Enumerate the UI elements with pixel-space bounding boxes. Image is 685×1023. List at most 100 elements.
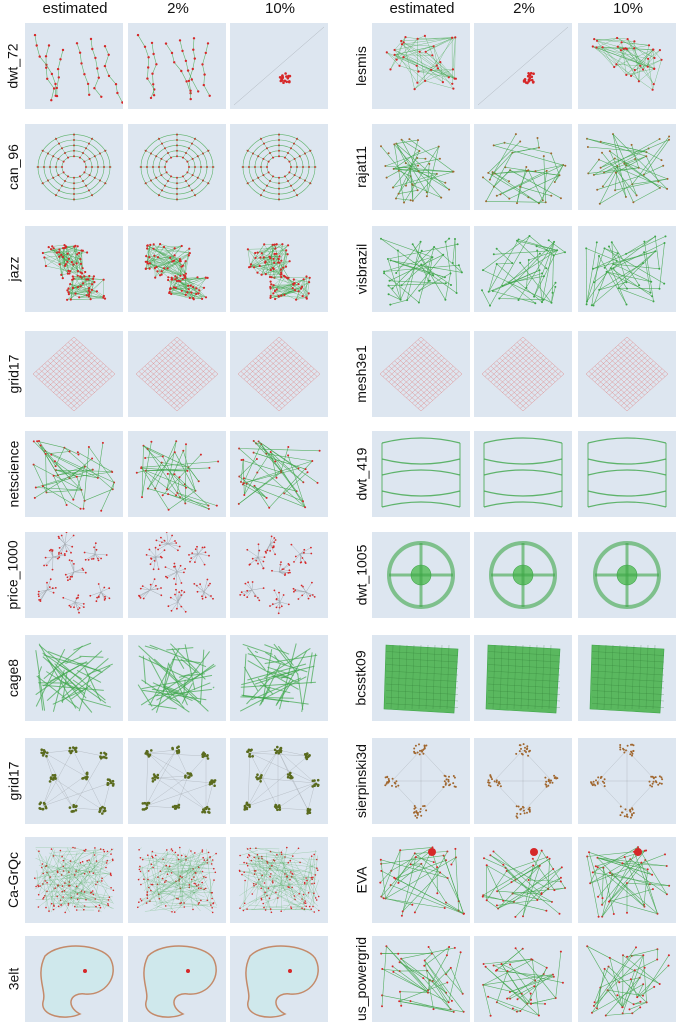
left-panel-9-2pct [128, 837, 226, 923]
graph-layout-plot [246, 243, 311, 301]
graph-name: netscience [5, 440, 21, 508]
right-panel-10-estimated [372, 936, 470, 1022]
left-col-header-2pct: 2% [167, 0, 189, 17]
graph-layout-plot [585, 235, 667, 307]
graph-name: 3elt [4, 967, 21, 991]
right-panel-2-estimated [372, 124, 470, 210]
graph-name: mesh3e1 [353, 345, 369, 403]
graph-layout-plot [37, 532, 111, 614]
graph-layout-plot [380, 945, 465, 1013]
graph-layout-plot [32, 440, 116, 512]
graph-name: bcsstk09 [353, 650, 369, 706]
graph-layout-plot [483, 437, 563, 508]
left-panel-9-estimated [25, 837, 123, 923]
graph-layout-plot [585, 336, 669, 412]
graph-layout-plot [35, 642, 113, 713]
graph-layout-plot [245, 945, 319, 1018]
right-panel-9-estimated [372, 837, 470, 923]
graph-layout-plot [41, 244, 107, 301]
graph-layout-plot [586, 945, 670, 1017]
graph-layout-plot [385, 34, 457, 91]
graph-name: lesmis [353, 46, 370, 86]
graph-layout-plot [136, 33, 211, 101]
left-panel-2-2pct [128, 124, 226, 210]
right-row-label-7: bcsstk09 [349, 634, 373, 722]
graph-layout-plot [379, 846, 465, 917]
left-panel-8-10pct [230, 738, 328, 824]
graph-layout-plot [387, 541, 455, 609]
graph-name: dwt_419 [353, 447, 369, 501]
left-row-label-1: dwt_72 [1, 22, 25, 110]
left-panel-3-10pct [230, 226, 328, 312]
graph-layout-plot [380, 237, 463, 306]
left-panel-7-10pct [230, 635, 328, 721]
graph-layout-plot [482, 133, 567, 205]
graph-layout-plot [243, 745, 320, 815]
graph-layout-plot [135, 336, 219, 412]
graph-name: visbrazil [353, 243, 370, 295]
graph-layout-plot [379, 336, 463, 412]
right-panel-4-10pct [578, 331, 676, 417]
graph-layout-plot [139, 132, 215, 202]
left-panel-1-10pct [230, 23, 328, 109]
graph-layout-plot [36, 132, 112, 202]
graph-layout-plot [143, 945, 217, 1018]
left-row-label-7: cage8 [1, 634, 25, 722]
graph-layout-plot [138, 532, 214, 613]
right-panel-8-10pct [578, 738, 676, 824]
graph-layout-plot [589, 644, 665, 714]
graph-layout-plot [237, 440, 321, 509]
graph-layout-plot [489, 541, 557, 609]
graph-layout-plot [380, 138, 455, 204]
graph-layout-plot [40, 945, 114, 1018]
right-panel-1-2pct [474, 23, 572, 109]
graph-layout-plot [239, 643, 318, 712]
left-row-label-5: netscience [1, 430, 25, 518]
right-row-label-2: rajat11 [349, 123, 373, 211]
right-panel-4-estimated [372, 331, 470, 417]
left-panel-10-2pct [128, 936, 226, 1022]
left-panel-5-2pct [128, 431, 226, 517]
left-row-label-4: grid17 [1, 330, 25, 418]
left-row-label-8: grid17 [1, 737, 25, 825]
left-panel-6-estimated [25, 532, 123, 618]
right-panel-9-10pct [578, 837, 676, 923]
right-panel-3-2pct [474, 226, 572, 312]
graph-layout-plot [481, 336, 565, 412]
left-panel-8-estimated [25, 738, 123, 824]
right-panel-10-2pct [474, 936, 572, 1022]
left-panel-8-2pct [128, 738, 226, 824]
right-col-header-2pct: 2% [513, 0, 535, 17]
right-col-header-10pct: 10% [612, 0, 644, 17]
graph-layout-plot [33, 33, 123, 104]
left-panel-2-10pct [230, 124, 328, 210]
graph-layout-plot [135, 440, 220, 511]
left-panel-10-estimated [25, 936, 123, 1022]
left-panel-6-10pct [230, 532, 328, 618]
right-panel-5-10pct [578, 431, 676, 517]
right-panel-5-2pct [474, 431, 572, 517]
right-panel-9-2pct [474, 837, 572, 923]
graph-layout-plot [144, 243, 209, 301]
graph-layout-plot [586, 133, 671, 205]
left-panel-9-10pct [230, 837, 328, 923]
graph-layout-plot [137, 643, 216, 713]
graph-layout-plot [481, 235, 566, 307]
graph-layout-plot [383, 644, 459, 714]
graph-layout-plot [481, 848, 566, 918]
right-panel-1-10pct [578, 23, 676, 109]
right-panel-3-estimated [372, 226, 470, 312]
right-panel-2-10pct [578, 124, 676, 210]
right-panel-4-2pct [474, 331, 572, 417]
graph-layout-plot [381, 437, 461, 508]
left-panel-3-2pct [128, 226, 226, 312]
right-panel-2-2pct [474, 124, 572, 210]
graph-layout-plot [586, 846, 671, 918]
left-panel-1-estimated [25, 23, 123, 109]
left-row-label-6: price_1000 [1, 531, 25, 619]
right-row-label-10: us_powergrid [349, 935, 373, 1023]
graph-name: cage8 [5, 658, 21, 698]
graph-layout-plot [141, 745, 217, 814]
right-row-label-3: visbrazil [349, 225, 373, 313]
right-panel-3-10pct [578, 226, 676, 312]
